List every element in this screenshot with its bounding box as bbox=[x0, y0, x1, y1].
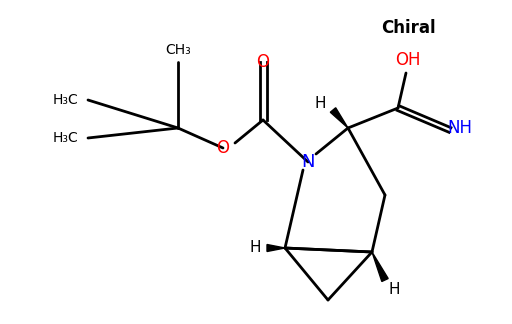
Text: H: H bbox=[388, 283, 400, 297]
Text: N: N bbox=[301, 153, 315, 171]
Text: H: H bbox=[249, 240, 261, 256]
Text: O: O bbox=[257, 53, 269, 71]
Text: CH₃: CH₃ bbox=[165, 43, 191, 57]
Text: NH: NH bbox=[447, 119, 473, 137]
Polygon shape bbox=[330, 108, 348, 128]
Text: O: O bbox=[217, 139, 229, 157]
Polygon shape bbox=[372, 252, 388, 282]
Text: H₃C: H₃C bbox=[52, 131, 78, 145]
Polygon shape bbox=[267, 245, 285, 251]
Text: H: H bbox=[314, 97, 326, 111]
Text: Chiral: Chiral bbox=[381, 19, 435, 37]
Text: OH: OH bbox=[395, 51, 421, 69]
Text: H₃C: H₃C bbox=[52, 93, 78, 107]
